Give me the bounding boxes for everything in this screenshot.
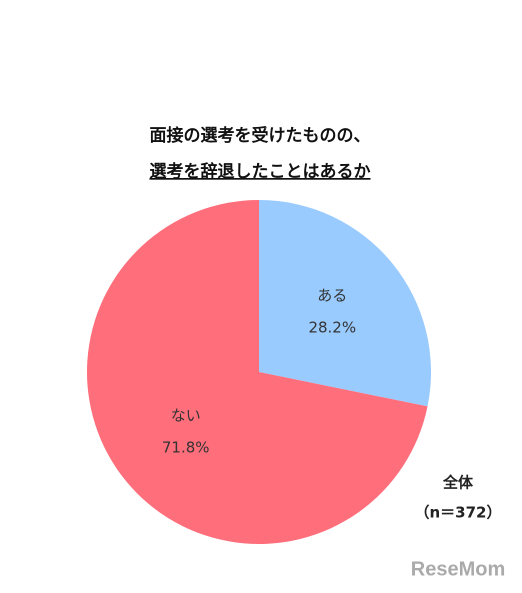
annotation: （n＝372） [415,504,502,522]
annotation: 全体 [442,474,474,492]
pie-slice [86,200,428,544]
data-label: 71.8% [162,438,210,456]
chart-title: 選考を辞退したことはあるか [150,161,371,182]
slice-label: ある [317,287,347,305]
chart-title: 面接の選考を受けたものの、 [150,125,371,146]
pie-slice [259,200,431,407]
slice-label: ない [171,406,201,424]
data-label: 28.2% [308,319,356,337]
watermark: ReseMom [411,558,505,580]
